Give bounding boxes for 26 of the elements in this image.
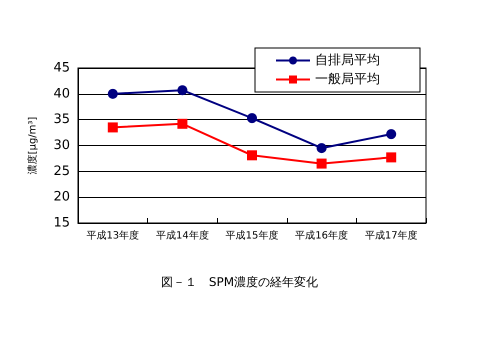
y-tick-label: 30 xyxy=(53,138,70,153)
y-tick-label: 35 xyxy=(53,112,70,128)
y-tick-label: 25 xyxy=(53,164,70,179)
x-tick-label: 平成17年度 xyxy=(364,230,418,242)
legend-label: 自排局平均 xyxy=(315,53,380,68)
point xyxy=(247,150,257,160)
point xyxy=(108,88,118,99)
x-tick-label: 平成14年度 xyxy=(156,230,209,242)
point xyxy=(177,118,188,129)
point xyxy=(247,113,257,124)
point xyxy=(177,85,188,96)
y-tick-label: 20 xyxy=(53,190,70,205)
x-tick-label: 平成16年度 xyxy=(295,230,348,242)
point xyxy=(316,158,327,169)
x-tick-label: 平成13年度 xyxy=(86,230,140,242)
y-tick-label: 40 xyxy=(53,86,70,102)
point xyxy=(386,129,396,140)
point xyxy=(316,143,327,154)
x-tick-label: 平成15年度 xyxy=(226,230,278,242)
y-tick-label: 45 xyxy=(53,60,70,76)
point xyxy=(108,122,118,132)
legend-label: 一般局平均 xyxy=(315,72,380,87)
y-tick-label: 15 xyxy=(53,216,70,230)
point xyxy=(386,152,396,162)
y-axis-title: 濃度[μg/m³] xyxy=(26,116,38,174)
text: 図－１ SPM濃度の経年変化 xyxy=(160,275,318,289)
